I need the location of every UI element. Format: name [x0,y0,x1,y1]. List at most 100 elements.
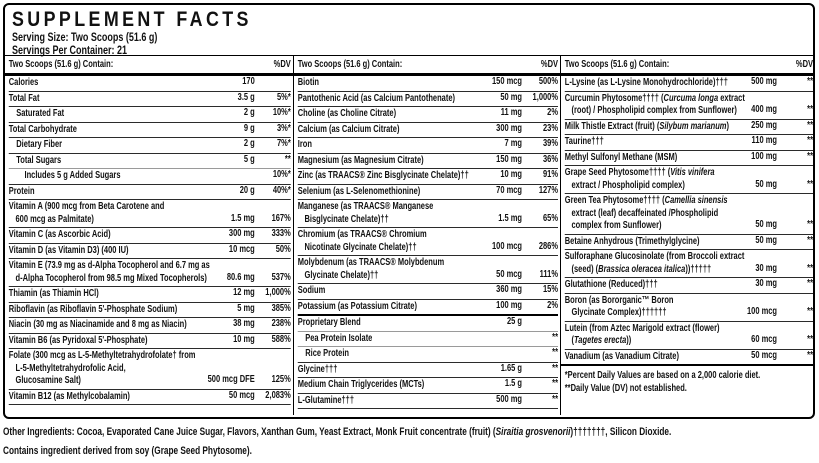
row-dv: ** [807,119,813,131]
row-amount: 30 mg [755,278,777,289]
table-row: Vitamin A (900 mcg from Beta Carotene an… [8,200,291,228]
row-dv: 3%* [276,122,291,134]
row-amount: 100 mg [496,299,522,311]
row-dv: ** [807,219,813,230]
row-dv: 2% [547,107,558,118]
row-label-line: Chromium (as TRAACS® Chromium [297,229,427,240]
row-dv: 286% [538,240,558,252]
table-row: Choline (as Choline Citrate) 11 mg 2% [297,107,558,123]
table-row: Folate (300 mcg as L-5-Methyltetrahydrof… [8,349,291,390]
row-dv: 537% [271,271,291,283]
row-amount: 50 mcg [751,349,777,361]
row-label-line: Zinc (as TRAACS® Zinc Bisglycinate Chela… [297,170,469,181]
table-row: Medium Chain Triglycerides (MCTs) 1.5 g ** [297,378,558,394]
row-label-line: Lutein (from Aztec Marigold extract (flo… [564,322,720,334]
table-row: Glycine††† 1.65 g ** [297,362,558,378]
table-row: Dietary Fiber 2 g 7%* [8,138,291,154]
row-dv: ** [807,104,813,115]
row-label-line: Niacin (30 mg as Niacinamide and 8 mg as… [8,319,187,330]
row-amount: 100 mg [751,150,777,162]
servings-per-container: Servings Per Container: 21 [12,42,128,57]
row-label-line: Vitamin B12 (as Methylcobalamin) [8,390,130,402]
table-row: Chromium (as TRAACS® Chromium Nicotinate … [297,228,558,256]
row-amount: 1.65 g [500,362,522,374]
row-amount: 500 mg [751,76,777,87]
facts-column: Two Scoops (51.6 g) Contain: %DV Biotin 1… [293,55,560,415]
row-amount: 9 g [243,122,255,134]
row-label-line: Curcumin Phytosome†††† (Curcuma longa ex… [564,92,745,104]
row-label-line: complex from Sunflower) [571,220,662,231]
row-dv: 1,000% [532,91,558,103]
row-dv: ** [807,349,813,361]
column-header-label: Two Scoops (51.6 g) Contain: [8,59,114,70]
row-dv: ** [552,331,558,343]
row-label-line: Glycinate Chelate)†† [304,269,379,281]
column-header: Two Scoops (51.6 g) Contain: %DV [561,55,813,76]
table-row: Glutathione (Reduced)††† 30 mg ** [564,278,813,294]
row-label-line: Total Fat [8,92,40,104]
row-dv: 2% [547,299,558,311]
row-dv: 333% [271,228,291,239]
row-amount: 5 mg [237,302,255,314]
row-label-line: Medium Chain Triglycerides (MCTs) [297,379,425,390]
row-amount: 50 mg [755,178,777,190]
row-amount: 50 mcg [496,268,522,280]
table-row: Pantothenic Acid (as Calcium Pantothenat… [297,91,558,107]
table-row: Protein 20 g 40%* [8,184,291,200]
row-label-line: Taurine††† [564,136,604,147]
footnotes: *Percent Daily Values are based on a 2,0… [561,364,813,398]
row-label-line: Boron (as Bororganic™ Boron [564,294,674,306]
row-label-line: Dietary Fiber [16,139,63,150]
row-amount: 300 mg [496,122,522,134]
row-label-line: Proprietary Blend [297,317,361,328]
table-row: Vitamin E (73.9 mg as d-Alpha Tocopherol… [8,259,291,287]
rows-host: L-Lysine (as L-Lysine Monohydrochloride)… [561,76,813,364]
row-label-line: Rice Protein [305,348,350,359]
column-header-label: Two Scoops (51.6 g) Contain: [297,59,403,70]
row-label-line: Thiamin (as Thiamin HCl) [8,288,99,299]
row-label-line: Calories [8,77,39,88]
row-label-line: Glycine††† [297,363,338,375]
table-row: Pea Protein Isolate ** [297,331,558,347]
table-row: L-Glutamine††† 500 mg ** [297,394,558,409]
row-label-line: Sodium [297,285,326,296]
row-amount: 170 [242,76,255,87]
row-amount: 360 mg [496,284,522,295]
row-amount: 10 mg [233,333,255,345]
row-label-line: 600 mcg as Palmitate) [15,213,94,225]
row-amount: 20 g [239,184,255,196]
page-title: SUPPLEMENT FACTS [12,8,252,31]
row-label-line: Sulforaphane Glucosinolate (from Broccol… [564,251,745,262]
row-amount: 300 mg [228,228,255,239]
row-dv: 40%* [272,184,291,196]
row-amount: 2 g [243,107,255,118]
row-amount: 10 mcg [228,243,255,255]
row-label-line: Folate (300 mcg as L-5-Methyltetrahydrof… [8,350,196,361]
table-row: Taurine††† 110 mg ** [564,135,813,151]
row-label-line: L-Glutamine††† [297,394,355,406]
table-row: Total Fat 3.5 g 5%* [8,92,291,107]
row-label-line: Calcium (as Calcium Citrate) [297,123,400,135]
row-amount: 500 mcg DFE [207,374,255,385]
other-ingredients: Other Ingredients: Cocoa, Evaporated Can… [3,426,672,438]
table-row: Iron 7 mg 39% [297,138,558,154]
table-row: Total Sugars 5 g ** [8,154,291,169]
row-label-line: Vanadium (as Vanadium Citrate) [564,350,679,362]
rows-host: Biotin 150 mcg 500% Pantothenic Acid (as Ca… [294,76,560,409]
row-dv: 23% [542,122,558,134]
column-header-label: Two Scoops (51.6 g) Contain: [564,59,670,70]
row-amount: 100 mcg [746,306,777,317]
row-amount: 250 mg [751,119,777,131]
allergen-statement: Contains ingredient derived from soy (Gr… [3,445,252,457]
table-row: Boron (as Bororganic™ Boron Glycinate Com… [564,294,813,322]
row-dv: 7%* [276,138,291,149]
row-dv: 111% [539,268,558,280]
table-row: Betaine Anhydrous (Trimethylglycine) 50 m… [564,235,813,250]
table-row: Manganese (as TRAACS® Manganese Bisglycin… [297,200,558,228]
row-amount: 110 mg [751,135,777,146]
row-dv: ** [807,150,813,162]
row-amount: 30 mg [755,262,777,274]
table-row: Potassium (as Potassium Citrate) 100 mg 2% [297,299,558,316]
row-amount: 1.5 g [504,378,522,389]
